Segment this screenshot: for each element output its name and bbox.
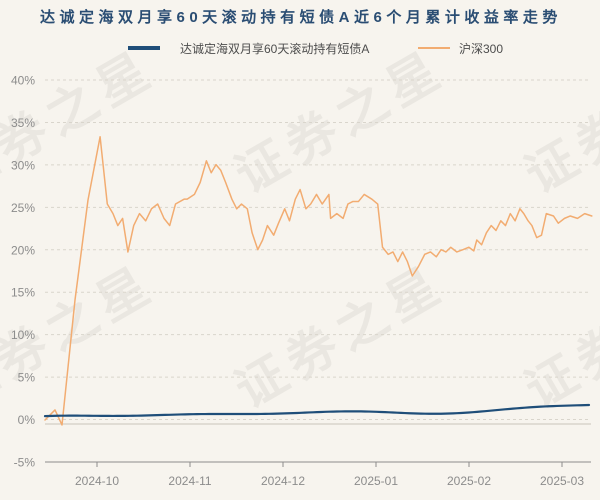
svg-text:2024-12: 2024-12 bbox=[261, 474, 305, 488]
svg-text:2024-10: 2024-10 bbox=[75, 474, 119, 488]
svg-text:40%: 40% bbox=[11, 74, 35, 88]
svg-text:5%: 5% bbox=[18, 371, 36, 385]
svg-text:2024-11: 2024-11 bbox=[168, 474, 211, 488]
svg-text:15%: 15% bbox=[11, 286, 35, 300]
svg-text:2025-01: 2025-01 bbox=[354, 474, 398, 488]
svg-text:25%: 25% bbox=[11, 201, 35, 215]
svg-text:30%: 30% bbox=[11, 158, 35, 172]
svg-text:10%: 10% bbox=[11, 328, 35, 342]
svg-text:2025-03: 2025-03 bbox=[540, 474, 584, 488]
svg-text:-5%: -5% bbox=[14, 456, 36, 470]
svg-text:2025-02: 2025-02 bbox=[447, 474, 491, 488]
svg-text:0%: 0% bbox=[18, 413, 36, 427]
svg-text:35%: 35% bbox=[11, 116, 35, 130]
svg-text:20%: 20% bbox=[11, 243, 35, 257]
